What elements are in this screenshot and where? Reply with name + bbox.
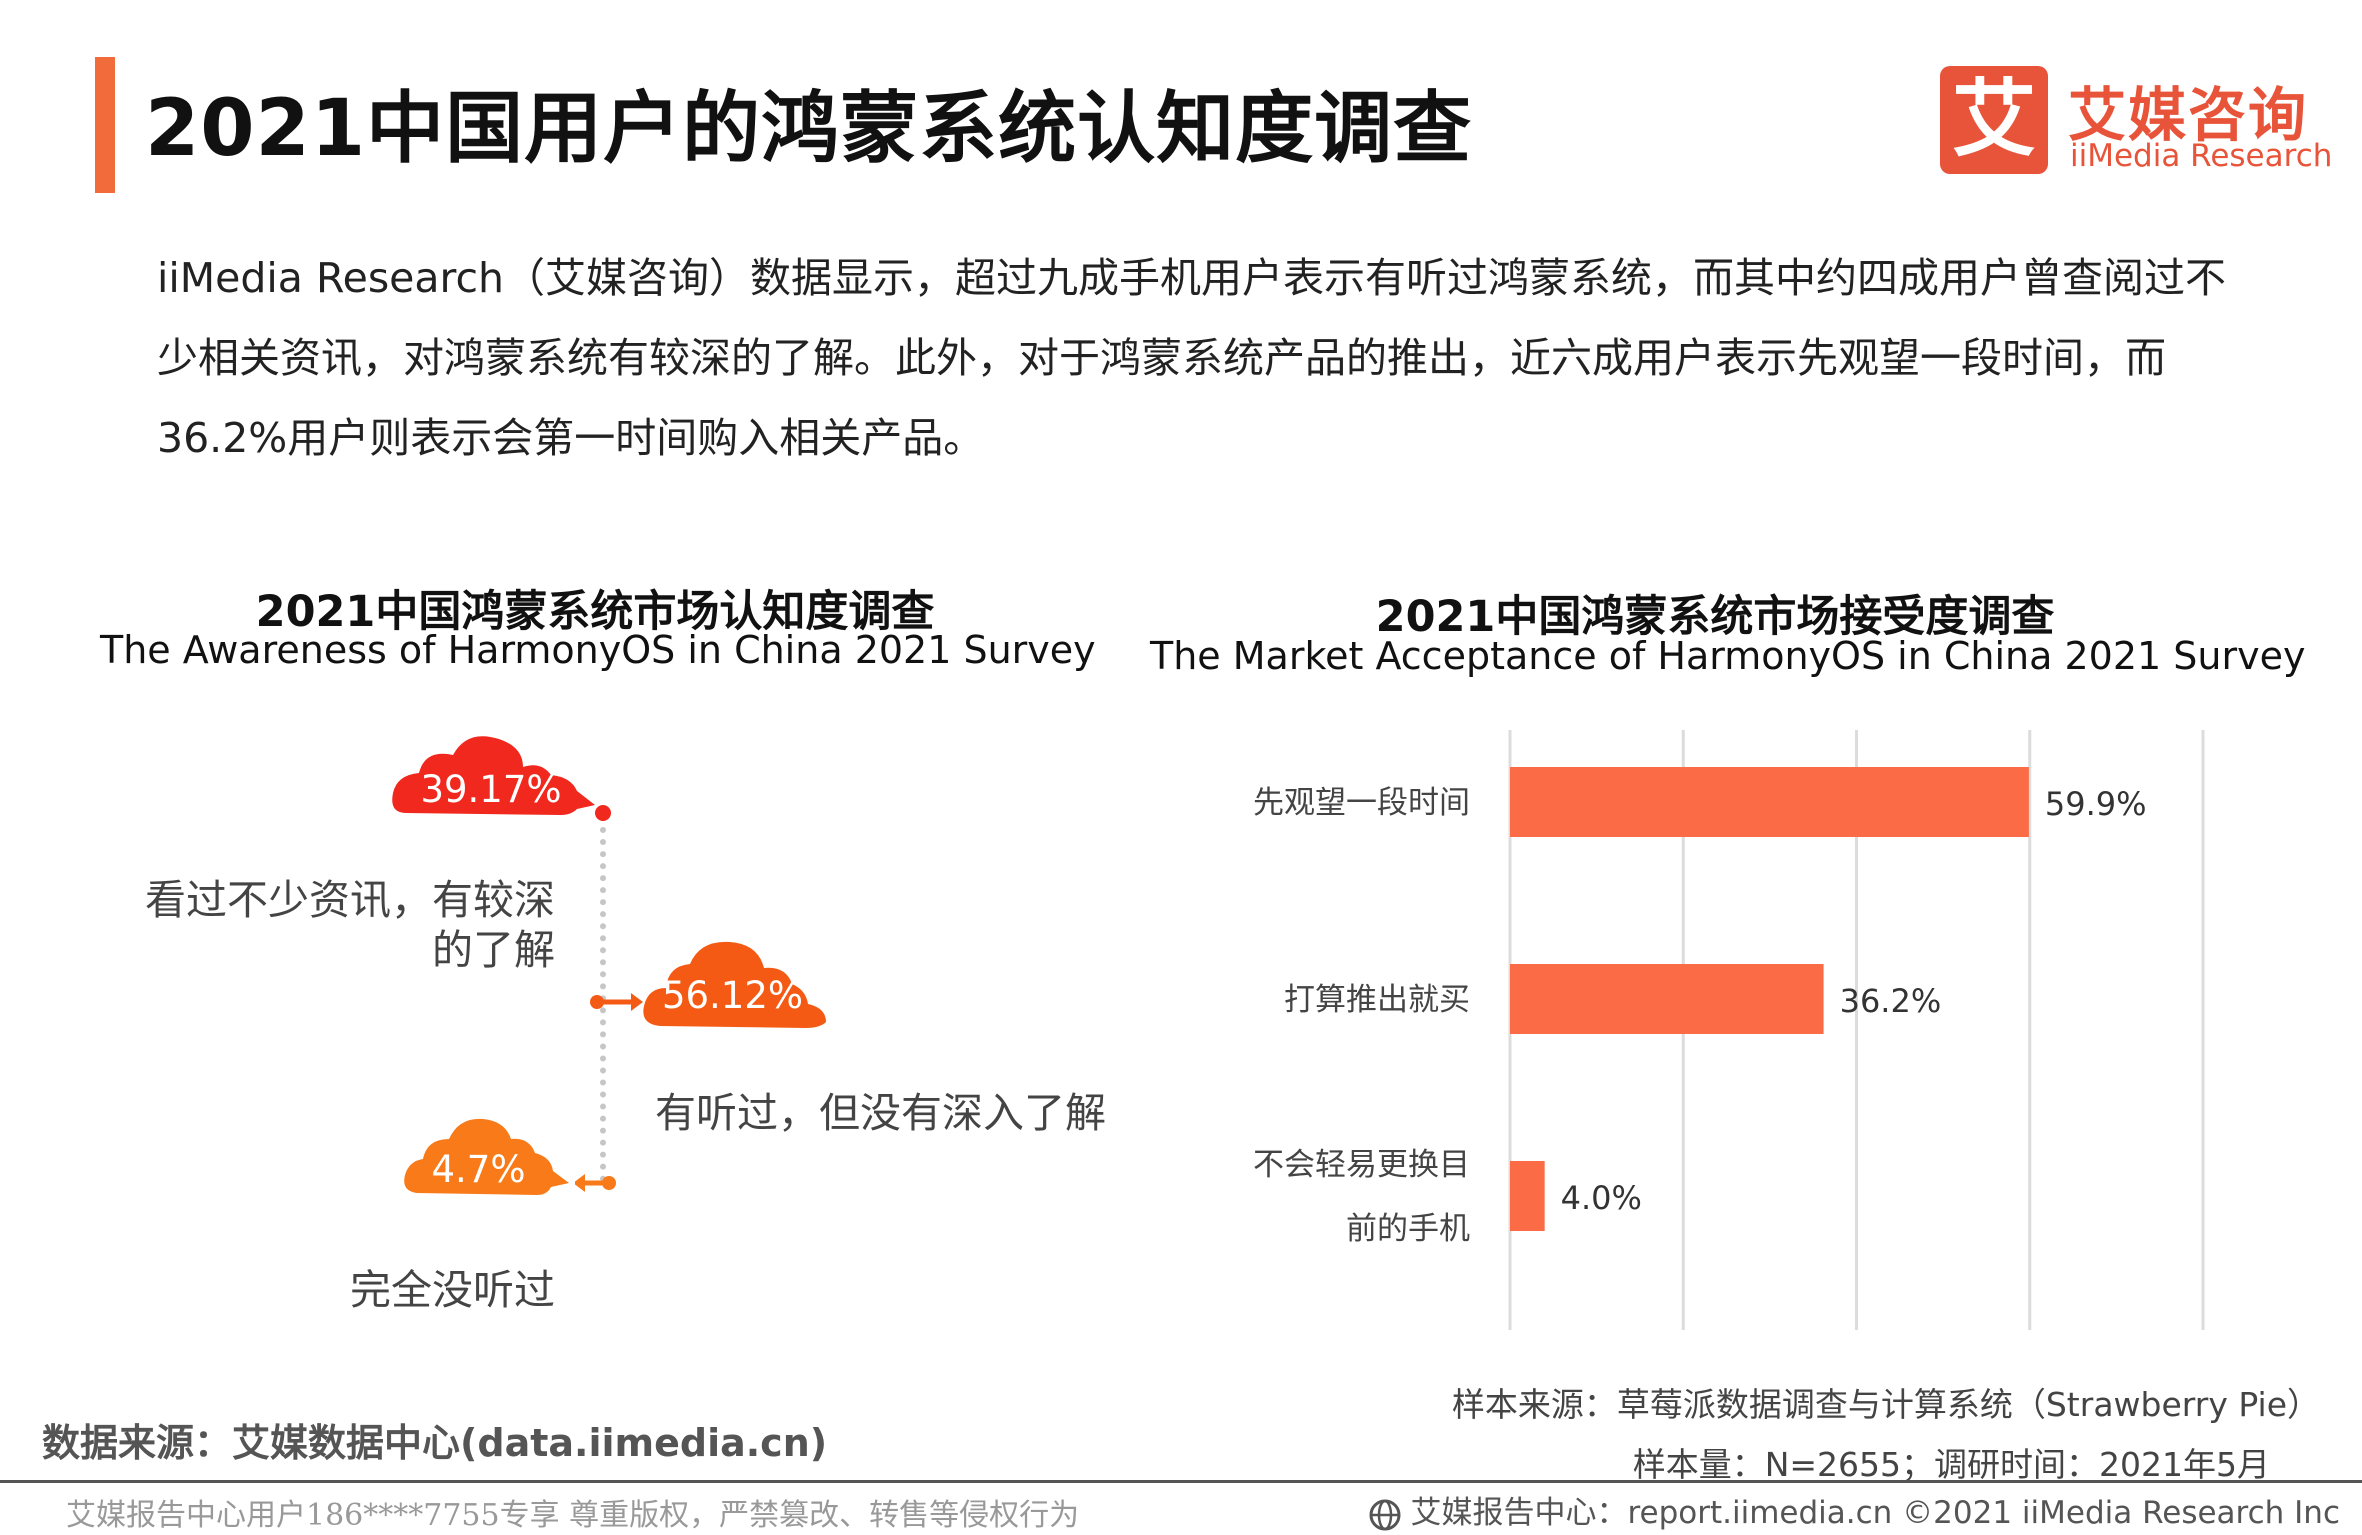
awareness-chart-subtitle: The Awareness of HarmonyOS in China 2021… [100, 628, 1096, 672]
never-label: 完全没听过 [350, 1266, 555, 1314]
cloud-badge-aware [392, 736, 595, 815]
page-title: 2021中国用户的鸿蒙系统认知度调查 [145, 84, 1473, 174]
aware-label: 看过不少资讯，有较深 的了解 [100, 875, 555, 975]
logo-name-cn: 艾媒咨询 [2068, 81, 2309, 149]
awareness-connectors [575, 805, 643, 1192]
intro-paragraph: iiMedia Research（艾媒咨询）数据显示，超过九成手机用户表示有听过… [157, 254, 2227, 462]
logo-name-en: iiMedia Research [2070, 138, 2333, 174]
connector-arrow-3 [575, 1174, 616, 1192]
cloud-badge-heard [643, 941, 826, 1028]
bar-2 [1510, 964, 1824, 1034]
footer-report-center: 艾媒报告中心：report.iimedia.cn ©2021 iiMedia R… [1368, 1487, 2340, 1532]
title-accent-bar [95, 57, 115, 193]
awareness-chart-title: 2021中国鸿蒙系统市场认知度调查 [255, 587, 935, 637]
bar-value-label-2: 36.2% [1840, 982, 1942, 1020]
category-label-1: 先观望一段时间 [1253, 785, 1470, 821]
acceptance-chart-subtitle: The Market Acceptance of HarmonyOS in Ch… [1150, 634, 2306, 678]
iimedia-logo: 艾 艾媒咨询 iiMedia Research [1940, 62, 2332, 180]
category-label-3-line-2: 前的手机 [1346, 1211, 1470, 1247]
cloud-badge-never [404, 1118, 569, 1195]
data-source: 数据来源：艾媒数据中心(data.iimedia.cn) [42, 1421, 828, 1465]
heard-value: 56.12% [661, 974, 804, 1017]
sample-source: 样本来源：草莓派数据调查与计算系统（Strawberry Pie） [1451, 1385, 2320, 1424]
copyright-notice: 艾媒报告中心用户186****7755专享 尊重版权，严禁篡改、转售等侵权行为 [66, 1498, 1080, 1533]
category-label-2: 打算推出就买 [1284, 982, 1470, 1018]
aware-label-line-2: 的了解 [432, 926, 555, 974]
bar-1 [1510, 767, 2029, 837]
connector-dot-1 [595, 805, 611, 821]
bar-value-label-1: 59.9% [2045, 785, 2147, 823]
connector-arrow-2 [590, 993, 643, 1011]
footer-report-center-text: 艾媒报告中心：report.iimedia.cn ©2021 iiMedia R… [1410, 1495, 2340, 1531]
globe-icon [1369, 1499, 1401, 1530]
bar-3 [1510, 1161, 1545, 1231]
bar-value-label-3: 4.0% [1561, 1179, 1642, 1217]
never-value: 4.7% [431, 1148, 526, 1191]
aware-value: 39.17% [420, 768, 562, 811]
acceptance-chart-title: 2021中国鸿蒙系统市场接受度调查 [1375, 592, 2055, 642]
category-label-3-line-1: 不会轻易更换目 [1253, 1147, 1470, 1183]
footer-divider [0, 1480, 2362, 1483]
heard-label: 有听过，但没有深入了解 [655, 1089, 1106, 1137]
sample-size: 样本量：N=2655；调研时间：2021年5月 [1632, 1445, 2270, 1484]
aware-label-line-1: 看过不少资讯，有较深 [145, 876, 555, 924]
logo-mark: 艾 [1940, 66, 2048, 174]
